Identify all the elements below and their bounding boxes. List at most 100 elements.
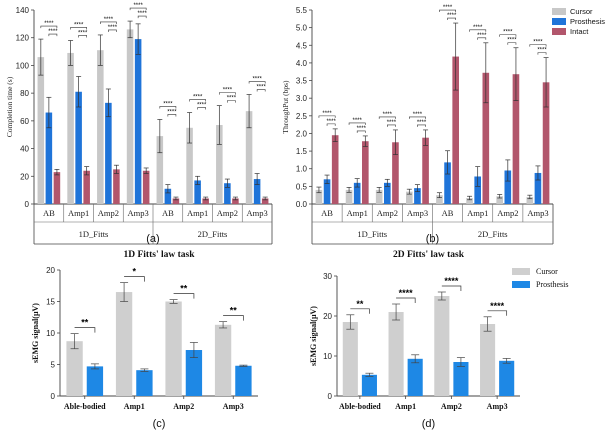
significance-bracket	[223, 315, 244, 321]
bar-cursor-6	[186, 127, 193, 204]
y-tick-label: 4.0	[296, 59, 308, 68]
bar-cursor-1	[315, 189, 323, 204]
significance-bracket	[447, 17, 456, 21]
bar-prosthesis-4	[499, 360, 515, 396]
y-tick-label: 0	[25, 200, 30, 209]
significance-label: ****	[473, 25, 483, 31]
panel-label: (d)	[422, 418, 435, 430]
x-tick-label: Amp3	[223, 402, 244, 411]
x-tick-label: AB	[43, 208, 55, 218]
significance-label: ****	[133, 3, 143, 9]
x-tick-label: Amp1	[467, 208, 488, 218]
bar-intact-2	[362, 141, 369, 204]
y-tick-label: 80	[20, 89, 29, 98]
significance-label: ****	[78, 30, 88, 36]
significance-bracket	[326, 123, 336, 126]
bar-cursor-1	[66, 341, 83, 396]
bar-prosthesis-2	[407, 358, 423, 396]
significance-label: ****	[537, 48, 547, 54]
y-tick-label: 3.5	[296, 77, 308, 86]
group-label: 1D_Fitts	[357, 229, 387, 239]
significance-label: ****	[252, 77, 262, 83]
bar-cursor-4	[405, 191, 413, 204]
bar-prosthesis-8	[534, 172, 542, 204]
significance-bracket	[108, 29, 117, 32]
legend-swatch	[552, 8, 566, 15]
bar-intact-1	[53, 172, 61, 204]
significance-bracket	[40, 25, 58, 29]
bar-cursor-2	[388, 312, 404, 396]
bar-prosthesis-5	[444, 162, 451, 204]
y-tick-label: 120	[16, 34, 30, 43]
y-tick-label: 10	[46, 329, 55, 338]
chart-d: 2D Fitts' law task 0 10 20 30 sEMG signal(μV)…	[309, 250, 568, 430]
significance-bracket	[159, 106, 177, 109]
panel-label: (c)	[153, 418, 166, 430]
significance-bracket	[409, 116, 426, 119]
bar-cursor-2	[345, 189, 353, 204]
significance-label: ****	[477, 33, 487, 39]
bar-prosthesis-1	[361, 374, 377, 396]
bar-prosthesis-4	[414, 188, 421, 204]
legend-swatch	[552, 18, 566, 25]
y-tick-label: 10	[323, 352, 332, 361]
group-label: 2D_Fitts	[198, 229, 228, 239]
legend-label: Prosthesis	[570, 17, 605, 26]
significance-label: ****	[387, 120, 397, 126]
bar-intact-6	[202, 198, 209, 204]
significance-label: ****	[417, 120, 427, 126]
y-tick-label: 140	[16, 6, 30, 15]
significance-bracket	[70, 27, 87, 30]
x-tick-label: Able-bodied	[64, 402, 106, 411]
x-tick-label: Amp3	[487, 402, 508, 411]
y-tick-label: 3.0	[296, 94, 308, 103]
x-tick-label: Amp1	[68, 208, 89, 218]
significance-bracket	[441, 285, 462, 291]
significance-bracket	[318, 115, 336, 118]
bar-cursor-3	[165, 301, 182, 396]
bar-intact-7	[232, 198, 239, 204]
y-tick-label: 20	[323, 312, 332, 321]
x-tick-label: Able-bodied	[339, 402, 381, 411]
bar-cursor-1	[342, 322, 358, 396]
y-axis-label: ThroughPut (bps)	[281, 80, 290, 134]
x-tick-label: AB	[321, 208, 333, 218]
significance-bracket	[439, 9, 456, 13]
significance-label: ****	[413, 112, 423, 118]
bar-prosthesis-6	[474, 176, 482, 204]
significance-bracket	[348, 122, 366, 125]
group-label: 1D_Fitts	[79, 229, 109, 239]
legend-swatch	[512, 268, 530, 275]
bar-prosthesis-1	[86, 366, 104, 396]
significance-bracket	[78, 35, 87, 38]
bar-cursor-7	[496, 196, 503, 204]
x-tick-label: Amp1	[347, 208, 368, 218]
significance-bracket	[469, 29, 487, 32]
significance-label: ****	[223, 88, 233, 94]
significance-label: ****	[227, 96, 237, 102]
significance-bracket	[124, 276, 145, 282]
bar-cursor-4	[480, 324, 496, 396]
bar-cursor-8	[526, 196, 534, 204]
y-tick-label: 1.0	[296, 165, 308, 174]
significance-label: ****	[444, 276, 459, 286]
significance-label: ****	[490, 301, 505, 311]
y-tick-label: 30	[323, 272, 332, 281]
y-tick-label: 20	[46, 266, 55, 275]
y-tick-label: 40	[20, 145, 29, 154]
significance-label: **	[230, 306, 238, 316]
significance-label: ****	[44, 21, 54, 27]
significance-label: ****	[256, 85, 266, 91]
x-tick-label: Amp2	[173, 402, 194, 411]
bar-cursor-8	[245, 111, 253, 204]
y-tick-label: 5.0	[296, 24, 308, 33]
significance-label: **	[180, 284, 188, 294]
significance-label: ****	[104, 17, 114, 23]
significance-label: ****	[74, 22, 84, 28]
x-tick-label: Amp2	[497, 208, 518, 218]
panel-label: (a)	[146, 233, 159, 245]
bar-prosthesis-3	[453, 362, 469, 396]
legend-swatch	[512, 281, 530, 288]
bar-cursor-5	[156, 136, 164, 204]
